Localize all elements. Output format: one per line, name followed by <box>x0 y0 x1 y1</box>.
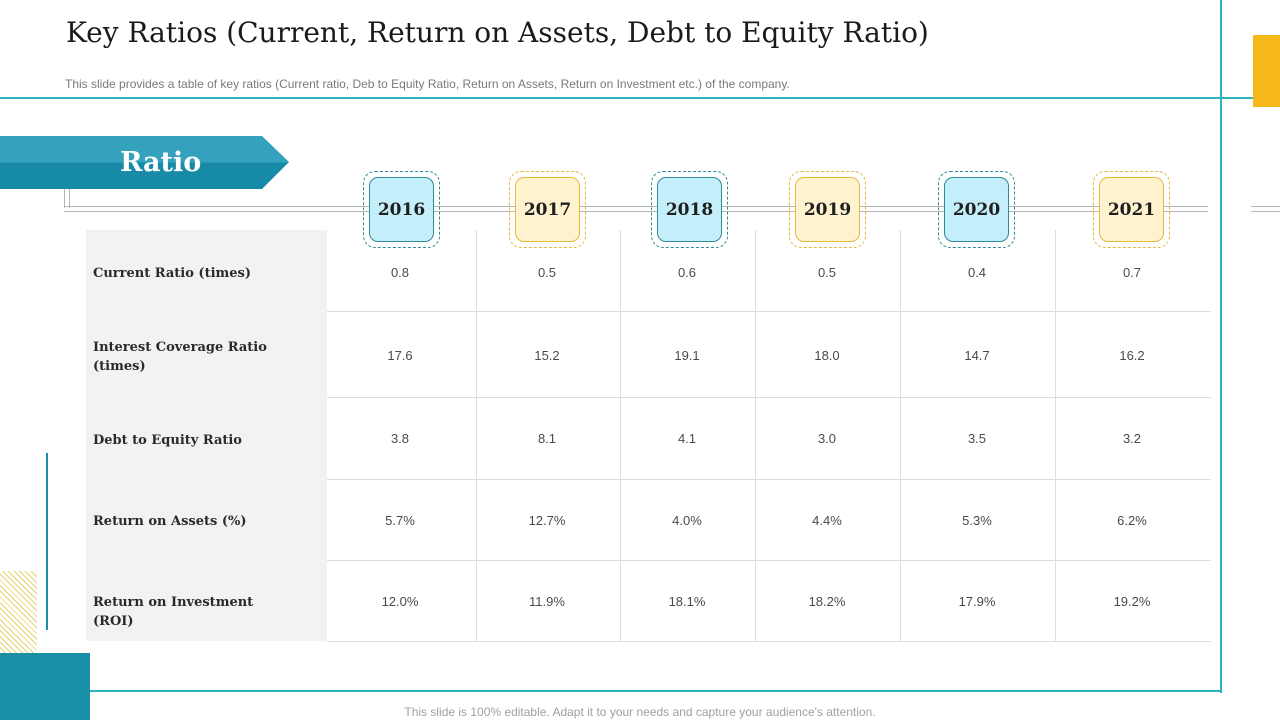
row-label-debt-to-equity: Debt to Equity Ratio <box>93 433 242 448</box>
row-label-return-on-assets: Return on Assets (%) <box>93 514 247 529</box>
frame-right-line <box>1220 0 1222 693</box>
table-cell: 14.7 <box>964 348 990 363</box>
year-badge-2019: 2019 <box>789 171 866 248</box>
table-cell: 5.7% <box>385 513 415 528</box>
table-cell: 0.5 <box>537 265 557 280</box>
year-badge-2021: 2021 <box>1093 171 1170 248</box>
connector-vertical <box>64 188 70 208</box>
table-cell: 3.8 <box>390 431 410 446</box>
year-badge-2018: 2018 <box>651 171 728 248</box>
table-cell: 0.6 <box>677 265 697 280</box>
yellow-accent-bar <box>1253 35 1280 107</box>
row-divider <box>327 311 1211 312</box>
table-cell: 18.1% <box>668 594 706 609</box>
table-cell: 12.7% <box>528 513 566 528</box>
year-badge-2017: 2017 <box>509 171 586 248</box>
column-divider <box>476 230 477 641</box>
table-cell: 4.0% <box>672 513 702 528</box>
connector-horizontal <box>64 206 1208 212</box>
frame-bottom-line <box>90 690 1222 692</box>
row-label-column <box>86 230 327 641</box>
table-cell: 4.1 <box>677 431 697 446</box>
column-divider <box>620 230 621 641</box>
teal-accent-block <box>0 653 90 720</box>
page-subtitle: This slide provides a table of key ratio… <box>65 77 790 91</box>
table-cell: 19.2% <box>1113 594 1151 609</box>
teal-accent-line <box>46 453 48 630</box>
table-cell: 3.0 <box>817 431 837 446</box>
table-cell: 17.9% <box>958 594 996 609</box>
year-label: 2016 <box>369 177 434 242</box>
table-cell: 0.7 <box>1122 265 1142 280</box>
row-label-current-ratio: Current Ratio (times) <box>93 266 252 281</box>
year-label: 2018 <box>657 177 722 242</box>
table-cell: 17.6 <box>387 348 413 363</box>
table-cell: 8.1 <box>537 431 557 446</box>
row-divider <box>327 479 1211 480</box>
table-cell: 5.3% <box>962 513 992 528</box>
table-cell: 18.0 <box>814 348 840 363</box>
table-cell: 0.4 <box>967 265 987 280</box>
table-cell: 12.0% <box>381 594 419 609</box>
row-label-interest-coverage: Interest Coverage Ratio (times) <box>93 340 267 374</box>
table-cell: 6.2% <box>1117 513 1147 528</box>
connector-right-stub <box>1251 206 1280 212</box>
row-label-return-on-investment: Return on Investment (ROI) <box>93 595 254 629</box>
year-label: 2020 <box>944 177 1009 242</box>
year-badge-2020: 2020 <box>938 171 1015 248</box>
column-divider <box>900 230 901 641</box>
year-label: 2021 <box>1099 177 1164 242</box>
table-cell: 3.5 <box>967 431 987 446</box>
year-label: 2017 <box>515 177 580 242</box>
row-divider <box>327 641 1211 642</box>
column-divider <box>1055 230 1056 641</box>
column-divider <box>755 230 756 641</box>
page-title: Key Ratios (Current, Return on Assets, D… <box>66 16 929 49</box>
table-cell: 0.8 <box>390 265 410 280</box>
ratio-banner-label: Ratio <box>120 147 202 178</box>
frame-top-line <box>0 97 1253 99</box>
table-cell: 15.2 <box>534 348 560 363</box>
row-divider <box>327 560 1211 561</box>
table-cell: 16.2 <box>1119 348 1145 363</box>
table-cell: 19.1 <box>674 348 700 363</box>
year-badge-2016: 2016 <box>363 171 440 248</box>
table-cell: 4.4% <box>812 513 842 528</box>
table-cell: 0.5 <box>817 265 837 280</box>
table-cell: 11.9% <box>529 594 565 609</box>
footer-note: This slide is 100% editable. Adapt it to… <box>404 705 876 719</box>
year-label: 2019 <box>795 177 860 242</box>
ratio-banner: Ratio <box>0 136 289 189</box>
table-cell: 18.2% <box>808 594 846 609</box>
table-cell: 3.2 <box>1122 431 1142 446</box>
row-divider <box>327 397 1211 398</box>
